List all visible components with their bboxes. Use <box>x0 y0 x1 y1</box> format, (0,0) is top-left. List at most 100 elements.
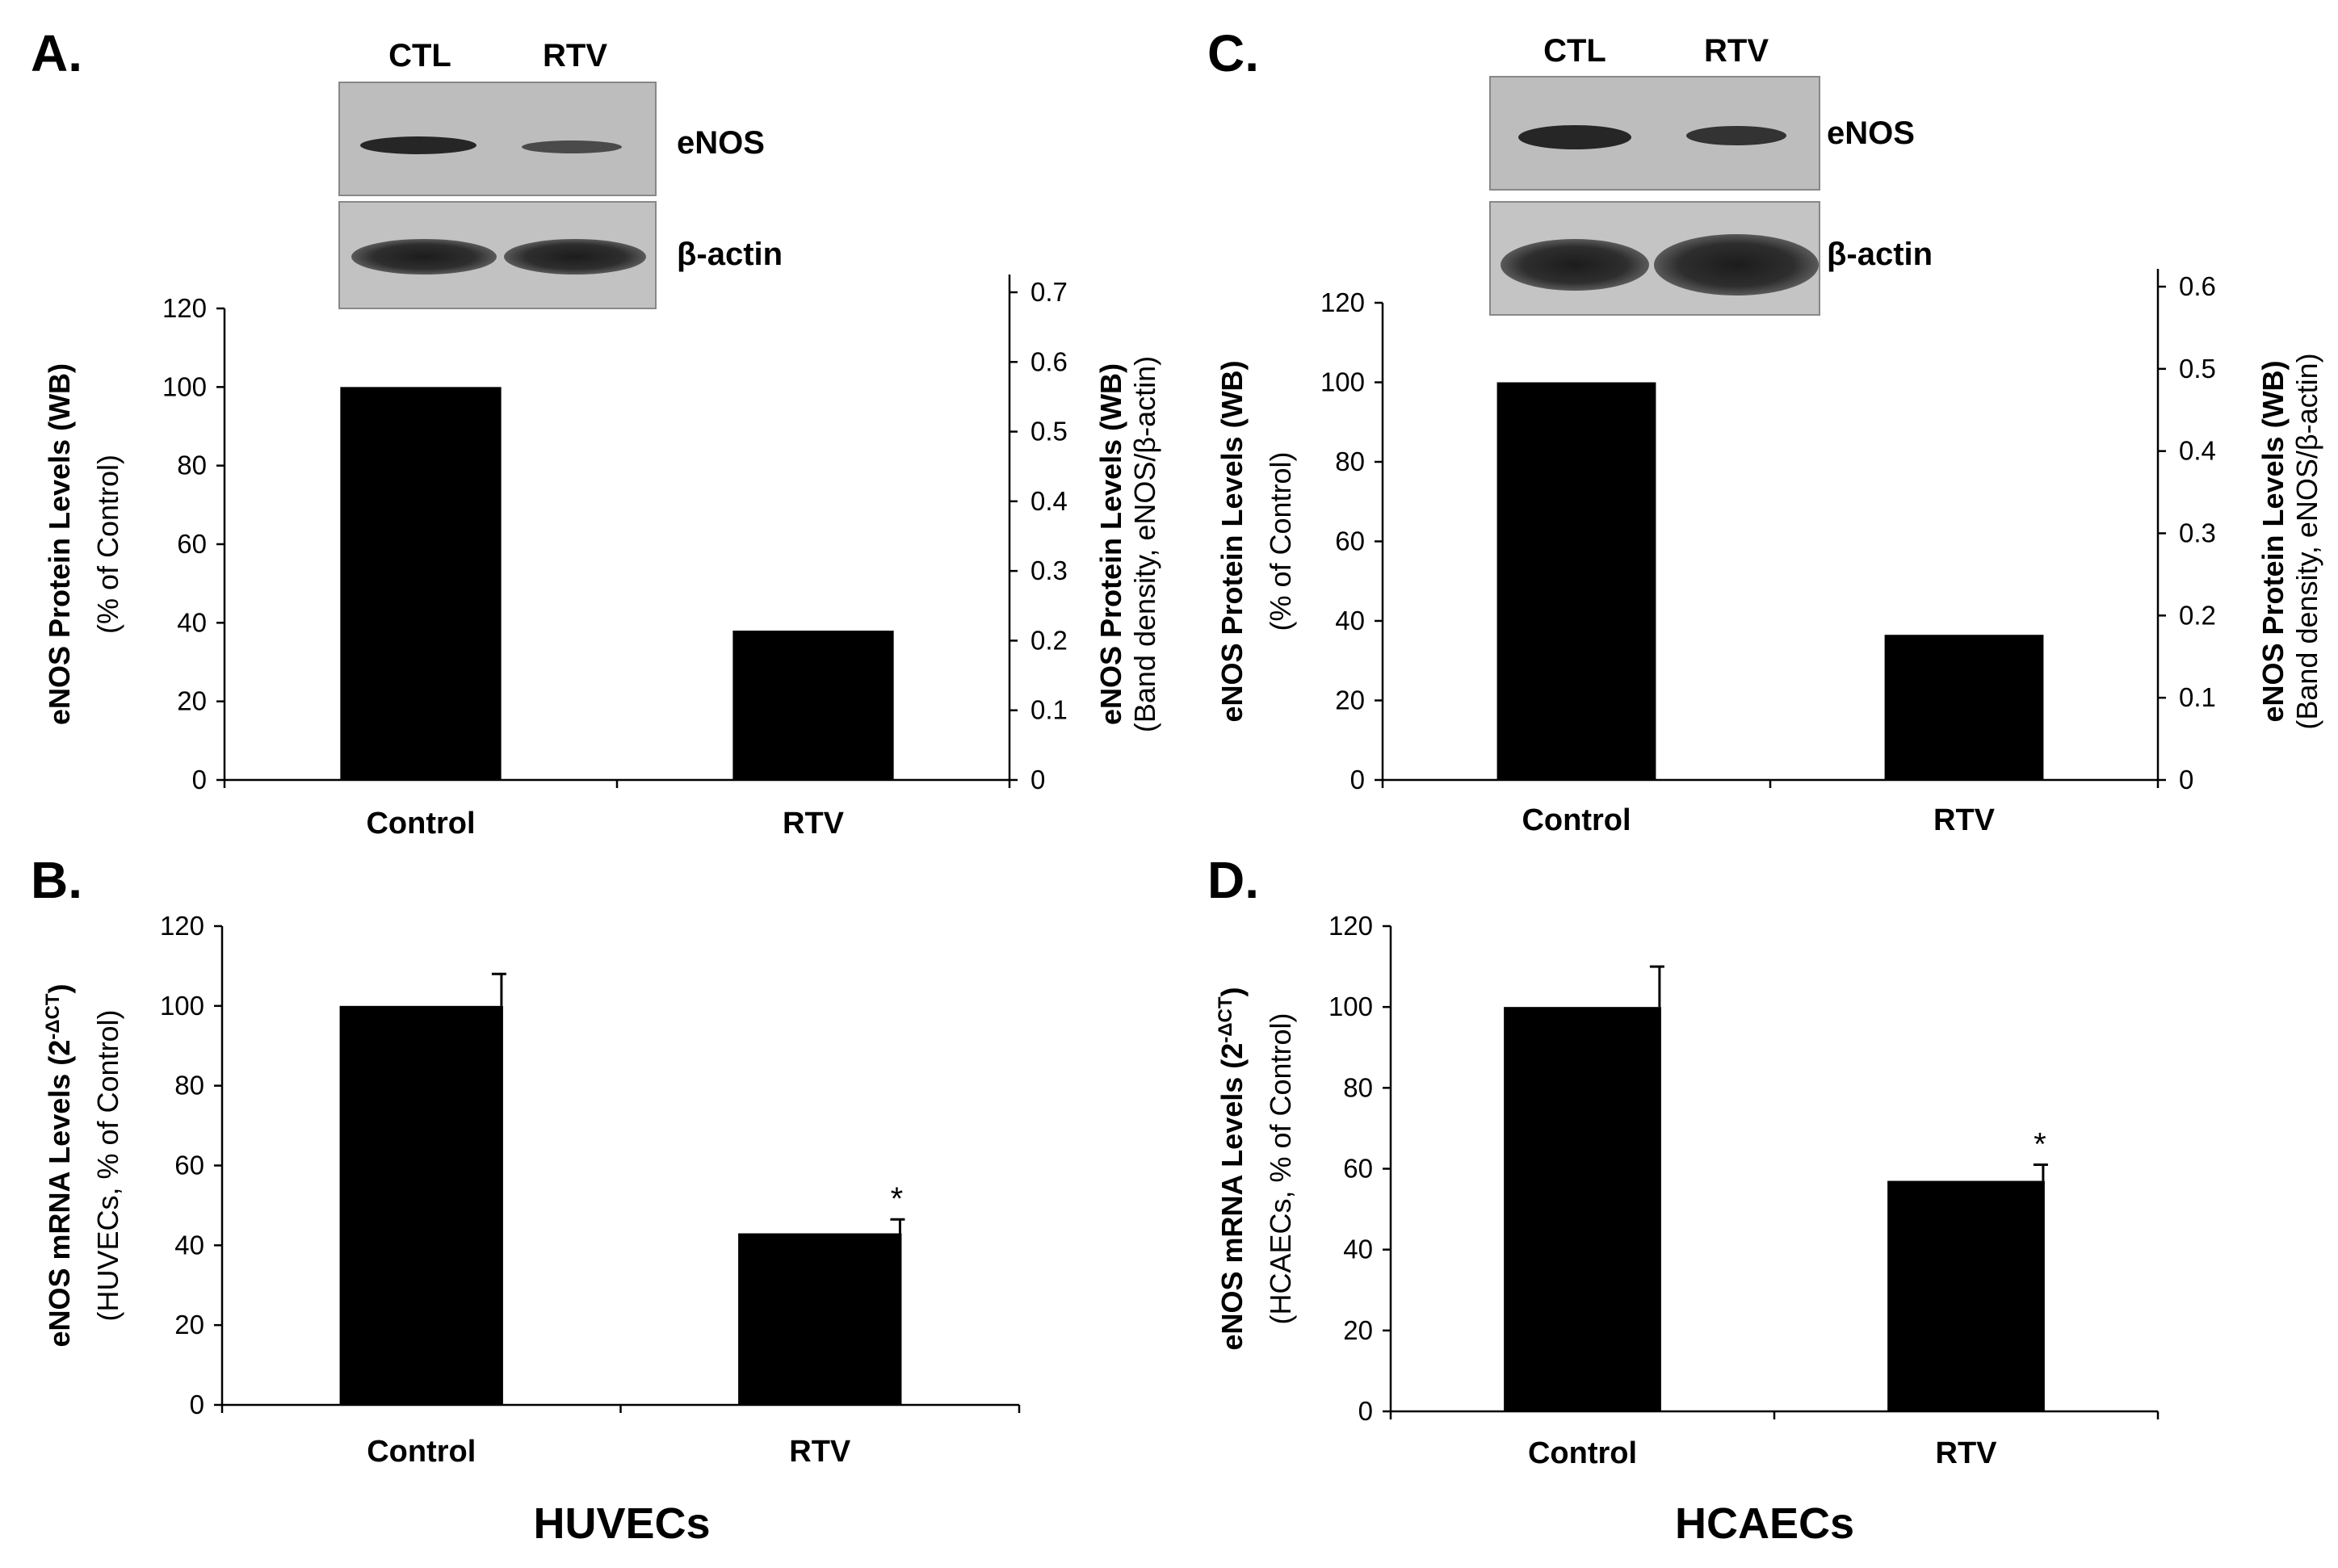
y-tick-label-a: 80 <box>177 451 207 480</box>
bar-a-control <box>340 387 502 780</box>
chart-d: 0 20 40 60 80 100 120 Control * RTV eNOS mRNA Leve… <box>1215 911 2160 1470</box>
y-tick-label-b: 120 <box>160 911 204 941</box>
y2-axis-title-a: eNOS Protein Levels (WB) <box>1094 363 1127 725</box>
y-tick-label-b: 20 <box>174 1310 204 1340</box>
y-tick-label-b: 40 <box>174 1230 204 1260</box>
y-axis-subtitle-d: (HCAECs, % of Control) <box>1264 1012 1297 1324</box>
y2-tick-label-c: 0.6 <box>2179 271 2216 301</box>
x-category-label-c: RTV <box>1933 803 1996 837</box>
y-tick-label-c: 40 <box>1335 606 1365 635</box>
y-tick-label-d: 120 <box>1329 911 1373 941</box>
y-tick-label-a: 20 <box>177 686 207 716</box>
blot-a-lane-ctl: CTL <box>388 38 451 73</box>
blot-a-enos-band-rtv <box>522 140 622 153</box>
y-tick-label-c: 20 <box>1335 685 1365 715</box>
y2-axis-subtitle-c: (Band density, eNOS/β-actin) <box>2290 353 2323 729</box>
y-axis-title-c: eNOS Protein Levels (WB) <box>1215 360 1249 722</box>
blot-c-row-enos: eNOS <box>1827 115 1915 151</box>
y-tick-label-d: 80 <box>1343 1072 1373 1102</box>
bar-b-rtv <box>738 1233 902 1405</box>
x-category-label-d: Control <box>1528 1436 1637 1470</box>
y-axis-title-a: eNOS Protein Levels (WB) <box>43 363 76 725</box>
y-tick-label-b: 60 <box>174 1151 204 1180</box>
western-blot-c: CTL RTV eNOS β-actin <box>1489 33 1933 316</box>
y-tick-label-b: 0 <box>190 1390 204 1419</box>
blot-a-actin-band-ctl <box>351 239 497 275</box>
y2-axis-title-c: eNOS Protein Levels (WB) <box>2256 360 2290 722</box>
y2-tick-label-c: 0.4 <box>2179 436 2216 466</box>
y-tick-label-d: 100 <box>1329 992 1373 1021</box>
blot-a-row-enos: eNOS <box>677 125 765 161</box>
x-category-label-a: RTV <box>783 807 845 841</box>
y-axis-subtitle-a: (% of Control) <box>91 455 124 634</box>
panel-letter-a: A. <box>31 24 82 82</box>
x-category-label-d: RTV <box>1936 1436 1998 1470</box>
y2-tick-label-a: 0.4 <box>1030 486 1068 516</box>
chart-c: 0 20 40 60 80 100 120 Control RTV eNOS Protein Le… <box>1215 269 2323 837</box>
y-tick-label-c: 100 <box>1320 367 1365 397</box>
y-tick-label-a: 100 <box>162 371 207 401</box>
panel-letter-b: B. <box>31 851 82 909</box>
panel-letter-d: D. <box>1207 851 1259 909</box>
blot-c-lane-ctl: CTL <box>1543 33 1606 69</box>
y-tick-label-a: 120 <box>162 293 207 323</box>
y2-tick-label-c: 0.2 <box>2179 600 2216 630</box>
y2-tick-label-c: 0 <box>2179 765 2193 794</box>
blot-a-lane-rtv: RTV <box>543 38 607 73</box>
blot-a-row-actin: β-actin <box>677 237 783 272</box>
y2-tick-label-a: 0.6 <box>1030 346 1068 376</box>
blot-c-lane-rtv: RTV <box>1704 33 1769 69</box>
significance-marker-d: * <box>2034 1126 2046 1162</box>
y-tick-label-d: 20 <box>1343 1315 1373 1345</box>
y-tick-label-a: 40 <box>177 607 207 637</box>
y2-tick-label-c: 0.1 <box>2179 682 2216 712</box>
y2-tick-label-a: 0.1 <box>1030 695 1068 725</box>
blot-c-enos-band-rtv <box>1686 126 1786 145</box>
y2-tick-label-a: 0.3 <box>1030 556 1068 585</box>
bar-c-control <box>1496 382 1656 780</box>
y2-tick-label-c: 0.5 <box>2179 354 2216 384</box>
significance-marker-b: * <box>891 1181 904 1217</box>
chart-b: 0 20 40 60 80 100 120 Control * RTV eNOS mRNA Leve… <box>42 911 1021 1469</box>
y-tick-label-a: 0 <box>192 765 207 794</box>
y-tick-label-c: 80 <box>1335 447 1365 476</box>
y-tick-label-b: 80 <box>174 1071 204 1101</box>
panel-letter-c: C. <box>1207 24 1259 82</box>
y-tick-label-b: 100 <box>160 991 204 1021</box>
bar-c-rtv <box>1884 635 2044 780</box>
blot-c-row-actin: β-actin <box>1827 237 1933 272</box>
y-tick-label-c: 0 <box>1350 765 1365 794</box>
y-axis-title-d: eNOS mRNA Levels (2-ΔCT) <box>1215 987 1249 1350</box>
bar-b-control <box>339 1005 503 1405</box>
chart-a: 0 20 40 60 80 100 120 Control RTV eNOS Protein Le… <box>43 275 1161 841</box>
y2-tick-label-a: 0.5 <box>1030 417 1068 447</box>
blot-c-actin-band-ctl <box>1501 239 1649 291</box>
y-tick-label-d: 60 <box>1343 1154 1373 1184</box>
y-tick-label-d: 0 <box>1358 1396 1373 1426</box>
y2-tick-label-c: 0.3 <box>2179 518 2216 548</box>
bar-a-rtv <box>732 631 894 780</box>
y-axis-subtitle-b: (HUVECs, % of Control) <box>91 1009 124 1321</box>
cell-type-label-huvecs: HUVECs <box>533 1499 710 1548</box>
y-tick-label-d: 40 <box>1343 1235 1373 1264</box>
y-tick-label-c: 60 <box>1335 526 1365 556</box>
x-category-label-b: Control <box>367 1435 476 1469</box>
y-tick-label-a: 60 <box>177 529 207 559</box>
y-tick-label-c: 120 <box>1320 287 1365 317</box>
y-axis-title-b: eNOS mRNA Levels (2-ΔCT) <box>42 983 77 1347</box>
x-category-label-a: Control <box>366 807 475 841</box>
y2-tick-label-a: 0.2 <box>1030 625 1068 655</box>
y2-axis-subtitle-a: (Band density, eNOS/β-actin) <box>1128 356 1161 732</box>
blot-a-enos-band-ctl <box>360 136 476 154</box>
bar-d-control <box>1504 1007 1661 1411</box>
x-category-label-c: Control <box>1522 803 1631 837</box>
western-blot-a: CTL RTV eNOS β-actin <box>338 38 783 309</box>
blot-c-actin-band-rtv <box>1654 234 1819 296</box>
bar-d-rtv <box>1887 1180 2045 1411</box>
cell-type-label-hcaecs: HCAECs <box>1675 1499 1854 1548</box>
y-axis-subtitle-c: (% of Control) <box>1264 451 1297 631</box>
blot-a-actin-band-rtv <box>504 239 646 275</box>
x-category-label-b: RTV <box>789 1435 851 1469</box>
y2-tick-label-a: 0.7 <box>1030 277 1068 307</box>
